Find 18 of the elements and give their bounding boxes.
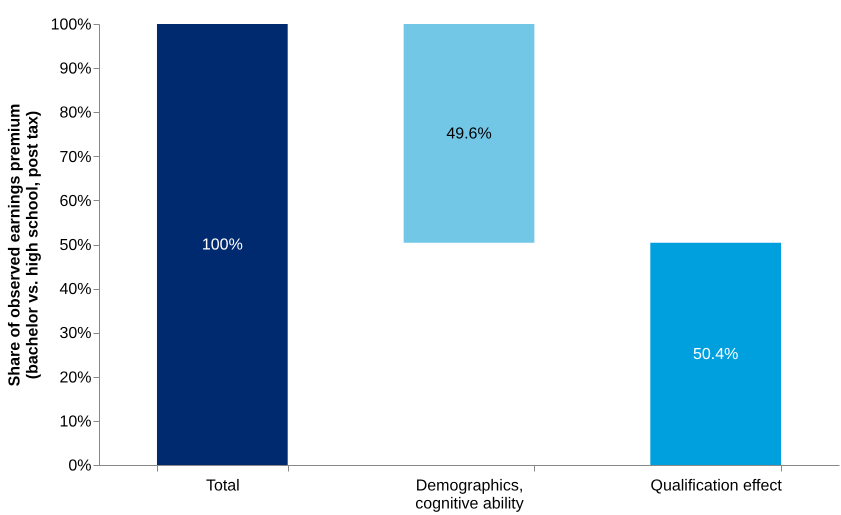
y-tick-label: 20% [59, 369, 92, 386]
y-tick-label: 30% [59, 325, 92, 342]
y-tick-label: 70% [59, 148, 92, 166]
y-tick-label: 10% [59, 413, 92, 430]
data-label: 100% [202, 236, 243, 254]
y-tick-label: 100% [50, 16, 92, 34]
x-tick-label: Demographics, cognitive ability [415, 478, 524, 512]
y-tick-label: 60% [59, 192, 92, 210]
data-label: 50.4% [692, 346, 738, 363]
y-tick-label: 80% [59, 104, 92, 122]
y-tick-label: 0% [68, 458, 92, 474]
y-tick-label: 50% [59, 237, 92, 254]
x-tick-label: Total [206, 478, 240, 494]
x-tick-label: Qualification effect [650, 478, 782, 494]
y-tick-label: 40% [59, 281, 92, 298]
data-label: 49.6% [446, 125, 492, 142]
y-tick-label: 90% [59, 60, 92, 78]
y-axis-title: Share of observed earnings premium (bachelor vs. high school, post tax) [6, 104, 42, 386]
